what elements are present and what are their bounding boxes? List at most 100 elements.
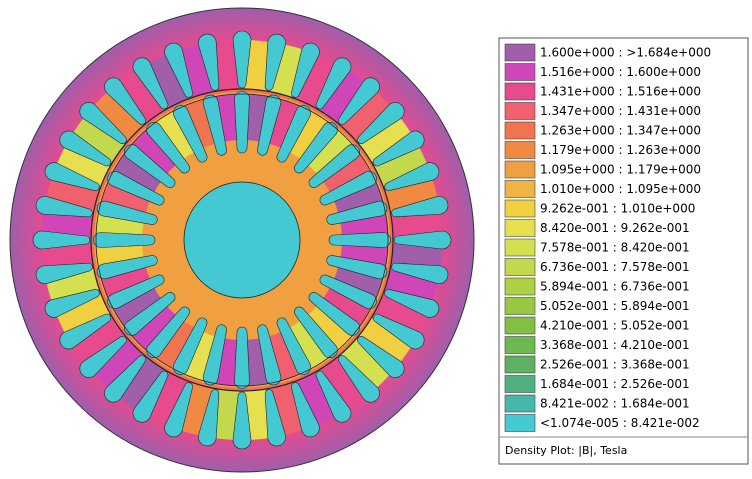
stator-slot	[132, 370, 169, 423]
rotor-bar	[234, 326, 250, 389]
stator-slot	[59, 130, 112, 167]
stator-tooth	[359, 114, 414, 163]
stator-tooth	[145, 53, 188, 108]
stator-slot	[79, 102, 127, 144]
stator-slot	[232, 391, 252, 450]
legend-swatch	[504, 258, 536, 276]
stator-tooth	[374, 143, 429, 186]
stator-slot	[393, 230, 452, 250]
legend-label: 9.262e-001 : 1.010e+000	[540, 202, 695, 216]
stator-slot	[198, 389, 220, 447]
stator-tooth	[319, 357, 368, 412]
legend-label: 5.052e-001 : 5.894e-001	[540, 299, 690, 313]
stator-tooth	[296, 53, 339, 108]
stator-slot	[44, 162, 100, 191]
stator-slot	[338, 77, 380, 125]
stator-tooth	[116, 68, 165, 123]
shaft	[183, 181, 301, 299]
stator-slot	[264, 33, 286, 91]
rotor-tooth	[306, 304, 354, 352]
legend-swatch	[504, 336, 536, 354]
stator-tooth	[91, 339, 143, 391]
rotor-tooth	[245, 94, 270, 142]
legend-swatch	[504, 63, 536, 81]
stator-slot	[232, 30, 252, 89]
air-gap	[90, 88, 394, 392]
legend-label: 8.420e-001 : 9.262e-001	[540, 221, 690, 235]
rotor-edge	[95, 93, 389, 387]
stator-slot	[35, 196, 93, 218]
stator-slot	[372, 130, 425, 167]
stator-slot	[384, 289, 440, 318]
stator-slot	[32, 230, 91, 250]
stator-slot	[104, 355, 146, 403]
rotor-tooth	[130, 128, 178, 176]
legend-label: 3.368e-001 : 4.210e-001	[540, 338, 690, 352]
legend-label: 1.684e-001 : 2.526e-001	[540, 377, 690, 391]
rotor-tooth	[340, 243, 388, 268]
legend-label: 1.010e+000 : 1.095e+000	[540, 182, 701, 196]
stator-slot	[79, 336, 127, 378]
stator-slot	[372, 313, 425, 350]
stator-tooth	[70, 317, 125, 366]
legend-label: 5.894e-001 : 6.736e-001	[540, 280, 690, 294]
legend-label: 1.095e+000 : 1.179e+000	[540, 163, 701, 177]
rotor-tooth	[340, 212, 388, 237]
rotor-tooth	[322, 152, 372, 194]
legend-label: <1.074e-005 : 8.421e-002	[540, 416, 700, 430]
legend-swatch	[504, 316, 536, 335]
rotor-bar	[93, 232, 156, 248]
legend-swatch	[504, 219, 536, 237]
stator-slot	[44, 289, 100, 318]
rotor-tooth	[245, 338, 270, 386]
rotor-tooth	[112, 152, 162, 194]
stator-tooth	[55, 294, 110, 337]
stator-slot	[357, 336, 405, 378]
legend-label: 6.736e-001 : 7.578e-001	[540, 260, 690, 274]
legend-label: 7.578e-001 : 8.420e-001	[540, 241, 690, 255]
stator-slot	[391, 196, 449, 218]
rotor-tooth	[96, 212, 144, 237]
legend-swatch	[504, 297, 536, 315]
stator-tooth	[91, 89, 143, 141]
legend-swatch	[504, 102, 536, 120]
stator-slot	[315, 370, 352, 423]
legend-caption: Density Plot: |B|, Tesla	[505, 444, 627, 457]
stator-tooth	[374, 294, 429, 337]
rotor-tooth	[154, 320, 196, 370]
rotor-tooth	[288, 110, 330, 160]
stator-slot	[291, 382, 320, 438]
stator-tooth	[359, 317, 414, 366]
legend-label: 1.516e+000 : 1.600e+000	[540, 65, 701, 79]
stator-slot	[315, 57, 352, 110]
legend-swatch	[504, 121, 536, 140]
legend-label: 1.179e+000 : 1.263e+000	[540, 143, 701, 157]
rotor-bar	[234, 91, 250, 154]
stator-tooth	[116, 357, 165, 412]
legend-swatch	[504, 160, 536, 179]
stator-slot	[132, 57, 169, 110]
stator-slot	[35, 262, 93, 284]
stator-slot	[164, 42, 193, 98]
stator-slot	[338, 355, 380, 403]
legend-label: 1.347e+000 : 1.431e+000	[540, 104, 701, 118]
rotor-tooth	[130, 304, 178, 352]
rotor-tooth	[154, 110, 196, 160]
stator-tooth	[341, 339, 393, 391]
stator-slot	[104, 77, 146, 125]
rotor-tooth	[288, 320, 330, 370]
stator-slot	[384, 162, 440, 191]
legend-box	[498, 37, 749, 465]
rotor-tooth	[214, 338, 239, 386]
stator-slot	[198, 33, 220, 91]
legend-swatch	[504, 414, 536, 432]
rotor-tooth	[322, 286, 372, 328]
rotor-tooth	[112, 286, 162, 328]
stator-slot	[291, 42, 320, 98]
stator-tooth	[319, 68, 368, 123]
legend-label: 8.421e-002 : 1.684e-001	[540, 397, 690, 411]
stator-tooth	[145, 372, 188, 427]
legend-swatch	[504, 43, 536, 62]
